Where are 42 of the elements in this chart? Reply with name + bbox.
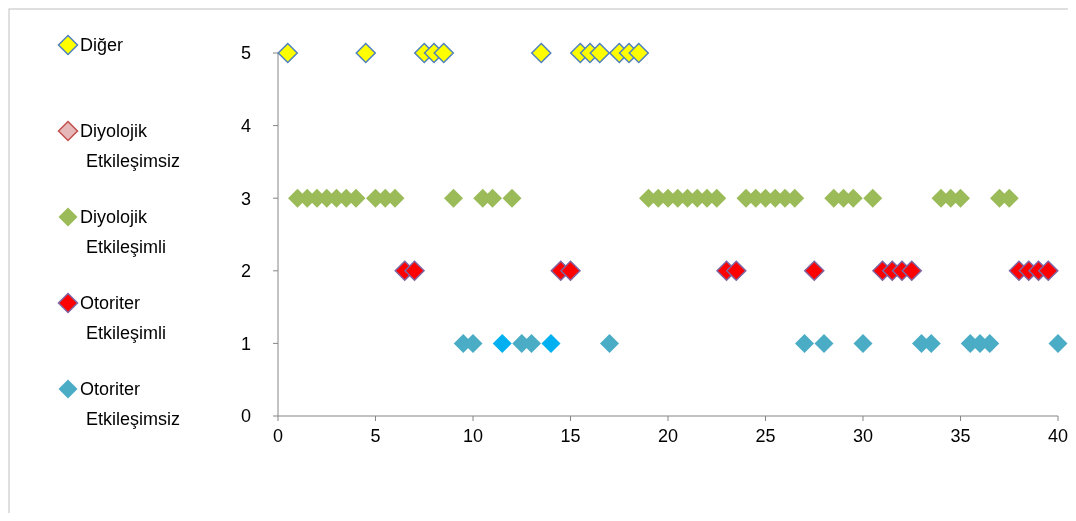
point [795, 333, 814, 353]
point [853, 333, 873, 353]
point [1048, 333, 1068, 353]
x-tick-label: 25 [755, 426, 776, 446]
legend-label: Diyolojik Etkileşimsiz [80, 121, 181, 172]
x-tick-label: 0 [272, 426, 284, 446]
y-tick-label: 4 [240, 115, 252, 136]
legend-label: Diyolojik Etkileşimli [80, 207, 167, 258]
x-tick-label: 35 [950, 426, 971, 446]
point [560, 260, 581, 282]
point [628, 42, 649, 64]
x-tick-label: 5 [370, 426, 381, 446]
y-tick-label: 2 [240, 261, 252, 282]
point [404, 260, 425, 282]
y-tick-label: 1 [240, 333, 252, 354]
point [600, 333, 619, 353]
point [804, 260, 825, 282]
legend-label: Diğer [80, 35, 124, 56]
point [433, 42, 454, 64]
point [444, 188, 463, 208]
point [589, 42, 610, 64]
y-tick-label: 3 [240, 188, 252, 209]
legend-label: Otoriter Etkileşimsiz [80, 379, 181, 430]
x-tick-label: 30 [852, 426, 874, 446]
point [492, 333, 512, 353]
point [277, 42, 298, 64]
point [531, 42, 552, 64]
point [901, 260, 922, 282]
point [814, 333, 834, 353]
point [541, 333, 561, 353]
x-tick-label: 20 [657, 426, 679, 446]
legend-label: Otoriter Etkileşimli [80, 293, 167, 344]
x-tick-label: 15 [560, 426, 581, 446]
y-tick-label: 5 [240, 43, 252, 64]
point [355, 42, 376, 64]
y-tick-label: 0 [240, 406, 252, 427]
point [726, 260, 747, 282]
x-tick-label: 40 [1047, 426, 1069, 446]
point [502, 188, 522, 208]
point [1038, 260, 1059, 282]
point [863, 188, 883, 208]
x-tick-label: 10 [462, 426, 484, 446]
